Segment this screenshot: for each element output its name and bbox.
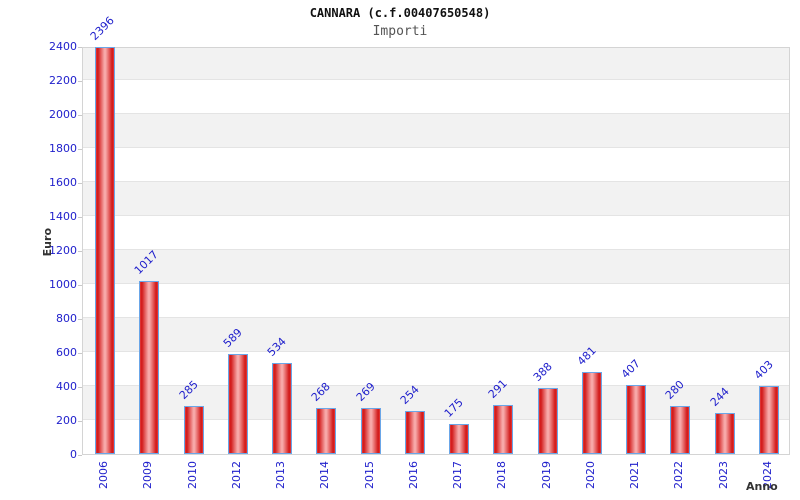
- y-tick-label: 1800: [49, 142, 77, 155]
- y-tick-mark: [78, 183, 82, 184]
- gridline: [83, 385, 789, 386]
- y-tick-label: 600: [56, 346, 77, 359]
- gridline: [83, 283, 789, 284]
- x-axis-title: Anno: [746, 480, 778, 493]
- x-tick-label: 2021: [628, 461, 642, 489]
- x-tick-label: 2015: [362, 461, 376, 489]
- chart-subtitle: Importi: [372, 24, 428, 39]
- bar-value-label: 589: [220, 325, 245, 350]
- y-tick-label: 1400: [49, 210, 77, 223]
- y-tick-mark: [78, 455, 82, 456]
- y-tick-mark: [78, 47, 82, 48]
- x-tick-label: 2009: [141, 461, 155, 489]
- bar-value-label: 403: [751, 357, 776, 382]
- y-tick-label: 1000: [49, 278, 77, 291]
- bar: [183, 405, 204, 454]
- y-tick-mark: [78, 217, 82, 218]
- x-tick-label: 2014: [318, 461, 332, 489]
- bar: [95, 46, 116, 454]
- plot-area: 2396 1017 285 589 534 268 269 254 175 291 388 481 40…: [82, 14, 790, 455]
- y-tick-label: 2000: [49, 108, 77, 121]
- bar-value-label: 407: [618, 356, 643, 381]
- bar-value-label: 175: [441, 396, 466, 421]
- chart-title: CANNARA (c.f.00407650548): [309, 6, 491, 20]
- gridline: [83, 79, 789, 80]
- y-tick-label: 0: [70, 448, 77, 461]
- y-tick-label: 2400: [49, 40, 77, 53]
- y-tick-label: 2200: [49, 74, 77, 87]
- bar-value-label: 481: [574, 344, 599, 369]
- gridline: [83, 249, 789, 250]
- bar: [139, 281, 160, 454]
- bar-value-label: 534: [264, 335, 289, 360]
- x-tick-label: 2010: [185, 461, 199, 489]
- bar: [404, 410, 425, 454]
- bar: [316, 408, 337, 454]
- gridline: [83, 181, 789, 182]
- y-tick-label: 400: [56, 380, 77, 393]
- gridline: [83, 215, 789, 216]
- y-tick-mark: [78, 149, 82, 150]
- x-tick-label: 2012: [229, 461, 243, 489]
- y-tick-mark: [78, 421, 82, 422]
- x-tick-label: 2013: [274, 461, 288, 489]
- y-tick-label: 800: [56, 312, 77, 325]
- y-tick-mark: [78, 319, 82, 320]
- gridline: [83, 419, 789, 420]
- y-tick-label: 1600: [49, 176, 77, 189]
- bar-value-label: 254: [397, 382, 422, 407]
- gridline: [83, 351, 789, 352]
- bar: [714, 412, 735, 454]
- bar-value-label: 1017: [132, 248, 162, 278]
- y-tick-mark: [78, 387, 82, 388]
- bar-value-label: 388: [530, 360, 555, 385]
- bar: [626, 384, 647, 454]
- gridline: [83, 113, 789, 114]
- bar: [670, 406, 691, 454]
- x-tick-label: 2020: [583, 461, 597, 489]
- y-axis-title: Euro: [41, 228, 54, 257]
- bar-value-label: 285: [176, 377, 201, 402]
- bar: [360, 408, 381, 454]
- x-tick-label: 2018: [495, 461, 509, 489]
- bar-value-label: 291: [486, 376, 511, 401]
- x-tick-label: 2016: [406, 461, 420, 489]
- y-tick-label: 200: [56, 414, 77, 427]
- bar: [493, 404, 514, 454]
- gridline: [83, 317, 789, 318]
- x-tick-label: 2019: [539, 461, 553, 489]
- bar: [758, 385, 779, 454]
- y-tick-mark: [78, 285, 82, 286]
- y-tick-mark: [78, 81, 82, 82]
- x-tick-label: 2023: [716, 461, 730, 489]
- bar: [272, 363, 293, 454]
- gridline: [83, 147, 789, 148]
- y-tick-mark: [78, 251, 82, 252]
- bar: [449, 424, 470, 454]
- bar: [581, 372, 602, 454]
- y-tick-mark: [78, 115, 82, 116]
- y-tick-mark: [78, 353, 82, 354]
- bar-value-label: 244: [707, 384, 732, 409]
- x-tick-label: 2022: [672, 461, 686, 489]
- y-tick-label: 1200: [49, 244, 77, 257]
- bar: [227, 353, 248, 454]
- x-tick-label: 2006: [97, 461, 111, 489]
- x-tick-label: 2017: [451, 461, 465, 489]
- bar-value-label: 280: [663, 378, 688, 403]
- bar: [537, 388, 558, 454]
